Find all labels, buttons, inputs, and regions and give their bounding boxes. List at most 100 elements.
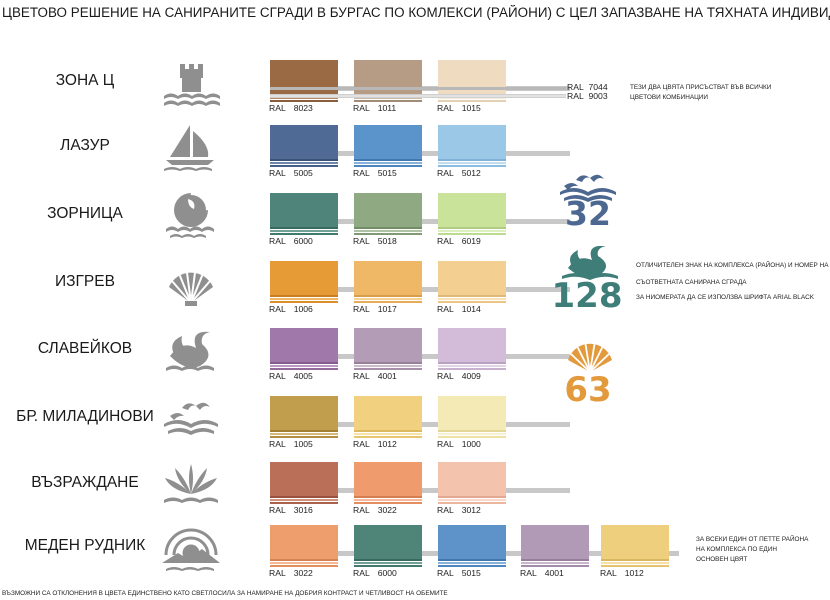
zone-1-swatch-2 xyxy=(438,125,506,159)
zone-3-swatch-0 xyxy=(270,261,338,295)
common-ral-9003: RAL 9003 xyxy=(567,91,608,101)
zone-3-swatch-1 xyxy=(354,261,422,295)
zone-7-ral-label-1: RAL 6000 xyxy=(353,568,397,578)
zone-2-name: ЗОРНИЦА xyxy=(47,205,123,222)
zone-7-swatch-1-stripe xyxy=(354,562,422,564)
zone-6-swatch-0-stripe xyxy=(270,502,338,504)
zone-2-ral-label-0: RAL 6000 xyxy=(269,236,313,246)
sailboat-icon xyxy=(158,123,224,173)
zone-2-ral-label-2: RAL 6019 xyxy=(437,236,481,246)
zone-7-name: МЕДЕН РУДНИК xyxy=(24,537,146,554)
zone-4-ral-label-2: RAL 4009 xyxy=(437,371,481,381)
zone-5-ral-label-2: RAL 1000 xyxy=(437,439,481,449)
zone-7-ral-label-2: RAL 5015 xyxy=(437,568,481,578)
zone-2-swatch-2-stripe xyxy=(438,233,506,235)
zone-1-swatch-1-stripe xyxy=(354,165,422,167)
zone-0-swatch-1-stripe xyxy=(354,100,422,102)
zone-4-swatch-2-stripe xyxy=(438,368,506,370)
zone-3-ral-label-1: RAL 1017 xyxy=(353,304,397,314)
zone-7-swatch-2 xyxy=(438,525,506,559)
zone-7-swatch-0-stripe xyxy=(270,562,338,564)
zone-5-swatch-1-stripe xyxy=(354,430,422,432)
zone-0-name: ЗОНА Ц xyxy=(55,72,115,89)
zone-1-swatch-0 xyxy=(270,125,338,159)
zone-7-ral-label-4: RAL 1012 xyxy=(600,568,644,578)
zone-3-name: ИЗГРЕВ xyxy=(55,273,115,290)
zone-1-swatch-0-stripe xyxy=(270,162,338,164)
zone-3-ral-label-2: RAL 1014 xyxy=(437,304,481,314)
zone-6-swatch-1-stripe xyxy=(354,496,422,498)
zone-7-swatch-0-stripe xyxy=(270,565,338,567)
zone-2-swatch-1-stripe xyxy=(354,233,422,235)
zone-0-swatch-1-stripe xyxy=(354,97,422,99)
zone-5-swatch-1-stripe xyxy=(354,436,422,438)
zone-7-swatch-4-stripe xyxy=(601,562,669,564)
zone-7-swatch-4-stripe xyxy=(601,559,669,561)
zone-5-swatch-2-stripe xyxy=(438,430,506,432)
zone-4-swatch-0-stripe xyxy=(270,362,338,364)
zone-3-swatch-2-stripe xyxy=(438,298,506,300)
zone-0-swatch-2-stripe xyxy=(438,100,506,102)
zone-0-ral-label-0: RAL 8023 xyxy=(269,103,313,113)
note-meden-line-1: ЗА ВСЕКИ ЕДИН ОТ ПЕТТЕ РАЙОНА xyxy=(696,536,809,543)
sign-32-birds-waves-icon xyxy=(556,168,620,202)
zone-6-swatch-1-stripe xyxy=(354,502,422,504)
zone-7-swatch-4-stripe xyxy=(601,565,669,567)
note-sign-line-3: ЗА НИОМЕРАТА ДА СЕ ИЗПОЛЗВА ШРИФТА ARIAL… xyxy=(636,294,815,301)
zone-5-ral-label-0: RAL 1005 xyxy=(269,439,313,449)
sign-128-swan-icon xyxy=(560,246,624,282)
zone-5-swatch-1-stripe xyxy=(354,433,422,435)
common-ral-7044: RAL 7044 xyxy=(567,82,608,92)
zone-2-swatch-2 xyxy=(438,193,506,227)
zone-4-swatch-1-stripe xyxy=(354,365,422,367)
sun-waves-icon xyxy=(158,191,224,241)
zone-2-swatch-1 xyxy=(354,193,422,227)
zone-4-name: СЛАВЕЙКОВ xyxy=(37,340,133,357)
zone-4-swatch-1-stripe xyxy=(354,362,422,364)
zone-3-ral-label-0: RAL 1006 xyxy=(269,304,313,314)
zone-3-swatch-0-stripe xyxy=(270,295,338,297)
zone-2-swatch-2-stripe xyxy=(438,230,506,232)
sign-number-128-text: 128 xyxy=(551,276,623,316)
zone-5-swatch-0-stripe xyxy=(270,430,338,432)
zone-6-swatch-0 xyxy=(270,462,338,496)
note-sign-line-1: ОТЛИЧИТЕЛЕН ЗНАК НА КОМПЛЕКСА (РАЙОНА) И… xyxy=(636,262,829,269)
zone-6-swatch-1-stripe xyxy=(354,499,422,501)
zone-0-swatch-2-stripe xyxy=(438,97,506,99)
note-sign-line-2: СЪОТВЕТНАТА САНИРАНА СГРАДА xyxy=(636,279,747,286)
zone-4-swatch-0-stripe xyxy=(270,368,338,370)
footer-note: ВЪЗМОЖНИ СА ОТКЛОНЕНИЯ В ЦВЕТА ЕДИНСТВЕН… xyxy=(2,590,448,597)
zone-1-swatch-2-stripe xyxy=(438,162,506,164)
zone-5-swatch-2-stripe xyxy=(438,433,506,435)
sign-number-32-text: 32 xyxy=(565,194,611,233)
zone-4-swatch-1 xyxy=(354,328,422,362)
shell-icon xyxy=(158,259,224,309)
zone-4-swatch-0-stripe xyxy=(270,365,338,367)
zone-4-swatch-2-stripe xyxy=(438,365,506,367)
zone-7-swatch-3-stripe xyxy=(521,565,589,567)
zone-3-swatch-1-stripe xyxy=(354,295,422,297)
zone-1-swatch-1-stripe xyxy=(354,162,422,164)
zone-6-swatch-2-stripe xyxy=(438,499,506,501)
zone-2-swatch-0-stripe xyxy=(270,227,338,229)
zone-7-swatch-0-stripe xyxy=(270,559,338,561)
zone-2-swatch-1-stripe xyxy=(354,230,422,232)
zone-3-swatch-0-stripe xyxy=(270,298,338,300)
zone-7-swatch-3-stripe xyxy=(521,562,589,564)
zone-1-swatch-0-stripe xyxy=(270,165,338,167)
zone-4-ral-label-0: RAL 4005 xyxy=(269,371,313,381)
zone-6-swatch-1 xyxy=(354,462,422,496)
zone-4-ral-label-1: RAL 4001 xyxy=(353,371,397,381)
zone-2-swatch-0-stripe xyxy=(270,230,338,232)
zone-3-swatch-1-stripe xyxy=(354,301,422,303)
zone-2-swatch-2-stripe xyxy=(438,227,506,229)
zone-6-swatch-2-stripe xyxy=(438,502,506,504)
zone-2-swatch-0 xyxy=(270,193,338,227)
sign-number-63-text: 63 xyxy=(564,370,612,410)
zone-7-swatch-1-stripe xyxy=(354,565,422,567)
zone-1-name: ЛАЗУР xyxy=(60,137,110,154)
zone-3-swatch-2-stripe xyxy=(438,295,506,297)
zone-5-swatch-0 xyxy=(270,396,338,430)
zone-2-ral-label-1: RAL 5018 xyxy=(353,236,397,246)
zone-5-swatch-0-stripe xyxy=(270,433,338,435)
